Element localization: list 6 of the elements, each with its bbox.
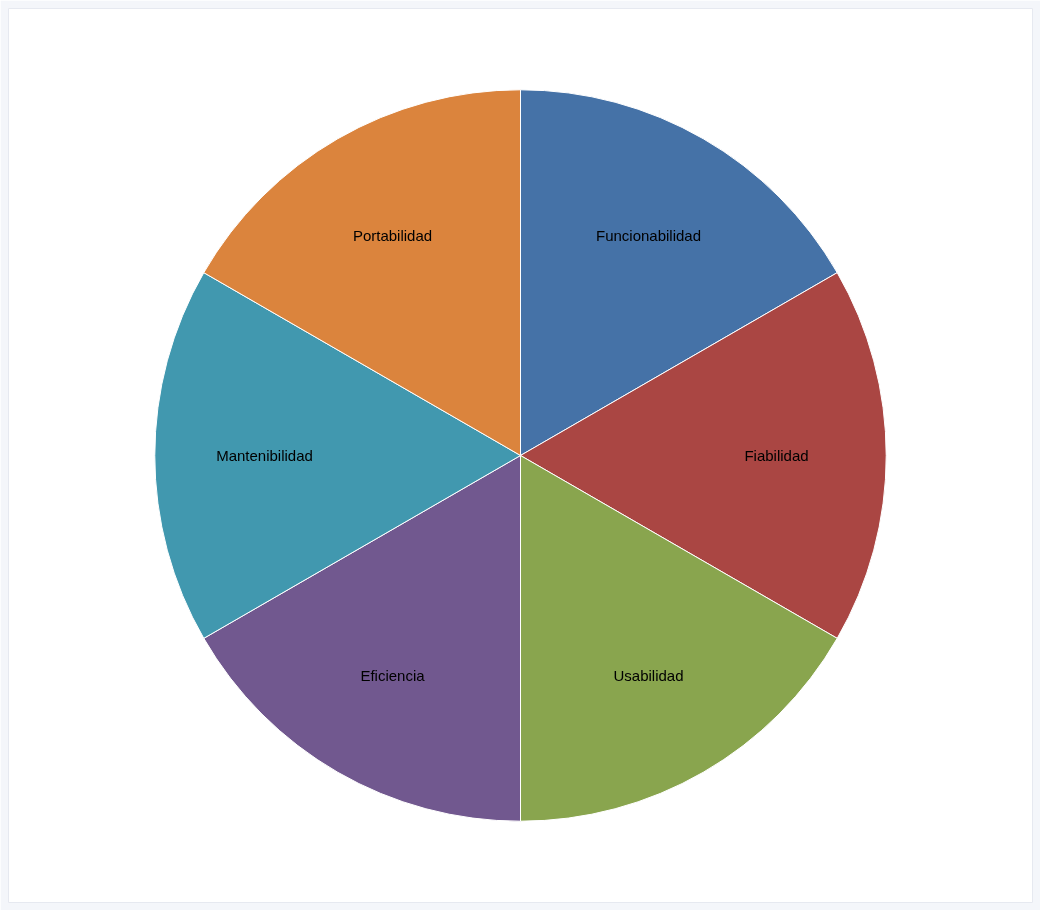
slice-label: Eficiencia: [360, 667, 426, 685]
slice-label: Usabilidad: [613, 667, 684, 685]
slice-label: Mantenibilidad: [216, 447, 313, 464]
slice-label: Portabilidad: [352, 226, 433, 244]
slice-label: Fiabilidad: [744, 447, 809, 464]
slice-label: Funcionabilidad: [595, 226, 702, 244]
